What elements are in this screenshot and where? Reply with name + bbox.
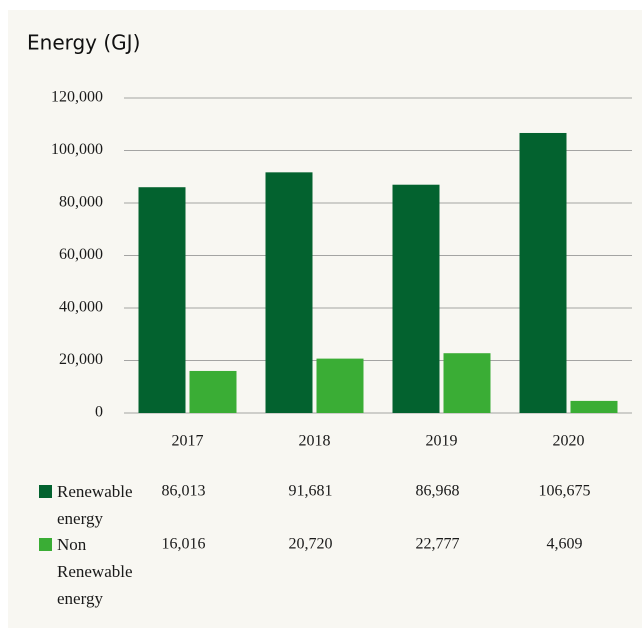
value-label: 20,720	[289, 536, 333, 553]
bar	[443, 353, 491, 413]
x-tick-label: 2018	[299, 433, 331, 450]
y-tick-label: 120,000	[51, 89, 103, 106]
legend-swatch	[39, 538, 52, 551]
bar	[316, 358, 364, 413]
value-label: 86,013	[162, 483, 206, 500]
x-tick-label: 2020	[553, 433, 585, 450]
legend-label: Renewable energy	[57, 482, 133, 528]
y-tick-label: 100,000	[51, 141, 103, 158]
legend-swatch	[39, 485, 52, 498]
value-label: 86,968	[416, 483, 460, 500]
chart-title: Energy (GJ)	[27, 31, 140, 55]
x-tick-label: 2017	[172, 433, 204, 450]
value-label: 22,777	[416, 536, 460, 553]
x-tick-label: 2019	[426, 433, 458, 450]
y-tick-label: 40,000	[59, 299, 103, 316]
bar	[570, 400, 618, 413]
y-tick-label: 0	[95, 404, 103, 421]
y-tick-label: 60,000	[59, 246, 103, 263]
value-label: 16,016	[162, 536, 206, 553]
value-label: 106,675	[539, 483, 591, 500]
y-tick-label: 80,000	[59, 194, 103, 211]
y-tick-label: 20,000	[59, 351, 103, 368]
bar	[519, 132, 567, 413]
bar	[138, 187, 186, 413]
bar	[392, 184, 440, 413]
legend-label: Non Renewable energy	[57, 535, 133, 608]
bar	[189, 370, 237, 413]
bar	[265, 172, 313, 413]
value-label: 4,609	[547, 536, 583, 553]
value-label: 91,681	[289, 483, 333, 500]
